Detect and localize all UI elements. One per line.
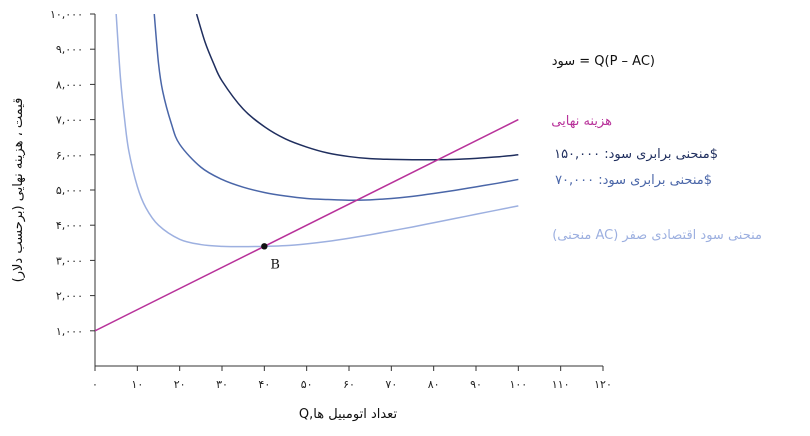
- axes: ۰ ۱۰ ۲۰ ۳۰ ۴۰ ۵۰ ۶۰ ۷۰ ۸۰ ۹۰ ۱۰۰ ۱۱۰ ۱۲۰ ۱,۰۰۰ ۲,۰۰۰ ۳,…: [11, 8, 612, 422]
- isoprofit-70000-curve: [153, 14, 519, 201]
- x-tick-label: ۰: [92, 378, 98, 391]
- x-tick-label: ۳۰: [216, 378, 228, 391]
- point-b-marker: [261, 243, 268, 250]
- x-tick-label: ۹۰: [470, 378, 482, 391]
- y-tick-label: ۹,۰۰۰: [56, 43, 83, 56]
- y-tick-label: ۸,۰۰۰: [56, 78, 83, 91]
- isoprofit-150000-label: منحنی برابری سود: ۱۵۰,۰۰۰$: [554, 147, 718, 162]
- x-tick-label: ۱۲۰: [594, 378, 612, 391]
- profit-formula: سود = Q(P – AC): [552, 54, 655, 69]
- isoprofit-70000-label: منحنی برابری سود: ۷۰,۰۰۰$: [555, 173, 712, 188]
- x-tick-label: ۱۰: [131, 378, 143, 391]
- x-tick-label: ۲۰: [174, 378, 186, 391]
- isoprofit-150000-curve: [195, 14, 519, 161]
- x-tick-label: ۴۰: [258, 378, 270, 391]
- x-tick-label: ۵۰: [301, 378, 313, 391]
- curves-group: [95, 14, 519, 332]
- mc-line: [95, 118, 519, 332]
- point-b-label: B: [270, 257, 280, 272]
- ac-zero-profit-curve: [115, 14, 519, 248]
- x-tick-label: ۱۱۰: [552, 378, 570, 391]
- y-tick-label: ۴,۰۰۰: [56, 219, 83, 232]
- x-tick-label: ۶۰: [343, 378, 355, 391]
- y-tick-label: ۱۰,۰۰۰: [50, 8, 83, 21]
- mc-label: هزینه نهایی: [551, 114, 612, 129]
- x-tick-label: ۱۰۰: [509, 378, 527, 391]
- y-axis-title: قیمت ، هزینه نهایی (برحسب دلار): [11, 98, 26, 283]
- x-tick-label: ۸۰: [428, 378, 440, 391]
- y-tick-label: ۷,۰۰۰: [56, 114, 83, 127]
- marks-group: [261, 243, 268, 250]
- ac-label: (منحنی AC) منحنی سود اقتصادی صفر: [552, 228, 762, 243]
- y-tick-label: ۱,۰۰۰: [56, 325, 83, 338]
- y-tick-label: ۲,۰۰۰: [56, 290, 83, 303]
- y-tick-label: ۶,۰۰۰: [56, 149, 83, 162]
- y-tick-label: ۳,۰۰۰: [56, 254, 83, 267]
- x-tick-label: ۷۰: [385, 378, 397, 391]
- labels-group: سود = Q(P – AC) هزینه نهایی منحنی برابری س…: [270, 54, 762, 272]
- y-tick-label: ۵,۰۰۰: [56, 184, 83, 197]
- x-axis-title: Q,تعداد اتومبیل ها: [299, 407, 398, 422]
